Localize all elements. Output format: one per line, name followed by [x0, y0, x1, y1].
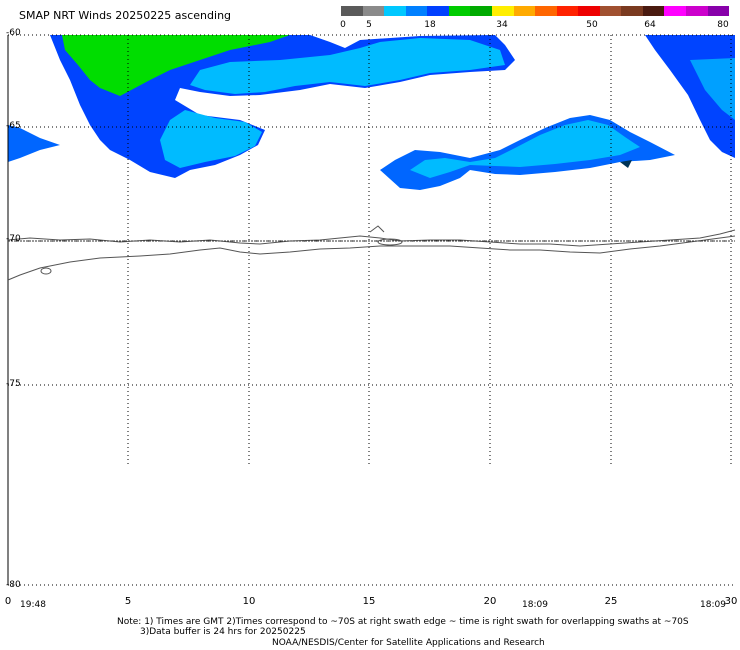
colorbar-label-64: 64 [644, 20, 656, 30]
colorbar-segment [664, 6, 686, 16]
colorbar-segment [707, 6, 730, 16]
colorbar-segment [341, 6, 363, 16]
colorbar-segment [621, 6, 643, 16]
colorbar-segment [642, 6, 665, 16]
x-tick-5: 5 [124, 596, 132, 607]
colorbar-label-34: 34 [496, 20, 508, 30]
x-tick-10: 10 [242, 596, 256, 607]
colorbar-label-18: 18 [424, 20, 436, 30]
coastline-main [7, 229, 736, 247]
x-tick-20: 20 [483, 596, 497, 607]
note-line-2: 3)Data buffer is 24 hrs for 20250225 [140, 627, 306, 637]
central-swath-cyan [410, 120, 640, 178]
colorbar-segment [405, 6, 428, 16]
coastline-shelf [7, 235, 736, 281]
y-tick-60: -60 [6, 28, 21, 38]
colorbar-segment [535, 6, 557, 16]
colorbar-segment [448, 6, 471, 16]
colorbar-segment [686, 6, 708, 16]
west-swath-cyan-lower [160, 110, 262, 168]
coastline [7, 225, 736, 281]
colorbar-label-5: 5 [366, 20, 372, 30]
wind-swaths [8, 35, 735, 190]
dark-patch [620, 160, 632, 168]
swath-time-3: 18:09 [700, 600, 726, 610]
colorbar-segment [599, 6, 622, 16]
colorbar-segment [384, 6, 406, 16]
y-tick-65: -65 [6, 121, 21, 131]
swath-time-2: 18:09 [522, 600, 548, 610]
colorbar-segment [427, 6, 449, 16]
y-tick-75: -75 [6, 379, 21, 389]
west-swath-cyan [190, 38, 505, 94]
island-1 [377, 238, 403, 246]
ice-shelf-edge [369, 225, 385, 233]
colorbar-segment [513, 6, 536, 16]
map-title: SMAP NRT Winds 20250225 ascending [19, 9, 232, 22]
x-tick-25: 25 [604, 596, 618, 607]
swath-time-1: 19:48 [20, 600, 46, 610]
colorbar-segment [470, 6, 492, 16]
y-tick-80: -80 [6, 580, 21, 590]
wind-speed-colorbar [341, 6, 730, 16]
left-edge-patch [8, 125, 60, 162]
x-tick-0: 0 [4, 596, 12, 607]
colorbar-segment [491, 6, 514, 16]
colorbar-segment [556, 6, 579, 16]
note-line-3: NOAA/NESDIS/Center for Satellite Applica… [272, 638, 545, 648]
west-swath-green [62, 35, 290, 96]
colorbar-segment [362, 6, 385, 16]
x-tick-15: 15 [362, 596, 376, 607]
colorbar-label-50: 50 [586, 20, 598, 30]
east-swath-cyan [690, 58, 735, 120]
y-tick-70: -70 [6, 234, 21, 244]
colorbar-label-80: 80 [717, 20, 729, 30]
note-line-1: Note: 1) Times are GMT 2)Times correspon… [117, 617, 689, 627]
island-2 [40, 267, 52, 275]
colorbar-segment [578, 6, 600, 16]
colorbar-label-0: 0 [340, 20, 346, 30]
x-tick-30: 30 [724, 596, 738, 607]
